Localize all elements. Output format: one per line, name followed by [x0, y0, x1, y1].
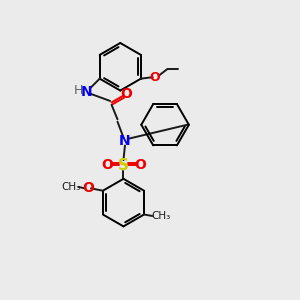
Text: O: O: [150, 71, 160, 84]
Text: N: N: [80, 85, 92, 99]
Text: H: H: [73, 84, 83, 97]
Text: O: O: [101, 158, 113, 172]
Text: O: O: [134, 158, 146, 172]
Text: N: N: [119, 134, 131, 148]
Text: O: O: [82, 181, 94, 195]
Text: CH₃: CH₃: [61, 182, 81, 192]
Text: O: O: [120, 87, 132, 101]
Text: S: S: [118, 158, 129, 173]
Text: CH₃: CH₃: [151, 211, 170, 221]
